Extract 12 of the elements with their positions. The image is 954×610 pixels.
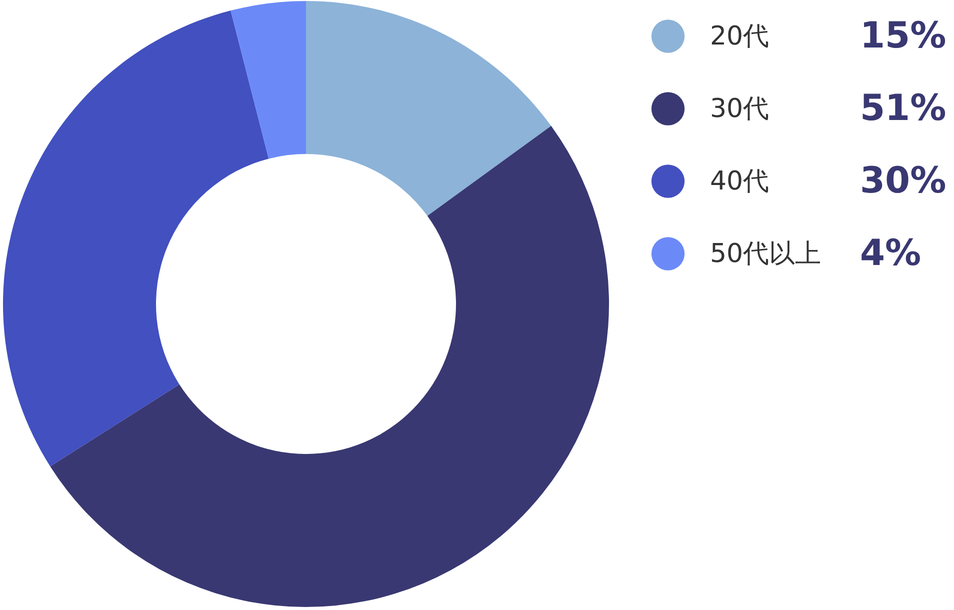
data-label: 51% (860, 88, 946, 129)
legend-label: 30代 (710, 94, 770, 124)
data-label: 30% (860, 160, 946, 202)
data-label: 15% (860, 15, 946, 56)
data-label: 4% (860, 232, 922, 274)
legend-label: 40代 (710, 166, 770, 196)
donut-slice (306, 1, 552, 216)
donut-slice (230, 1, 306, 159)
donut-slice (4, 10, 269, 466)
legend-label: 50代以上 (710, 238, 822, 269)
legend-label: 20代 (710, 21, 770, 52)
donut-slice (50, 126, 609, 607)
